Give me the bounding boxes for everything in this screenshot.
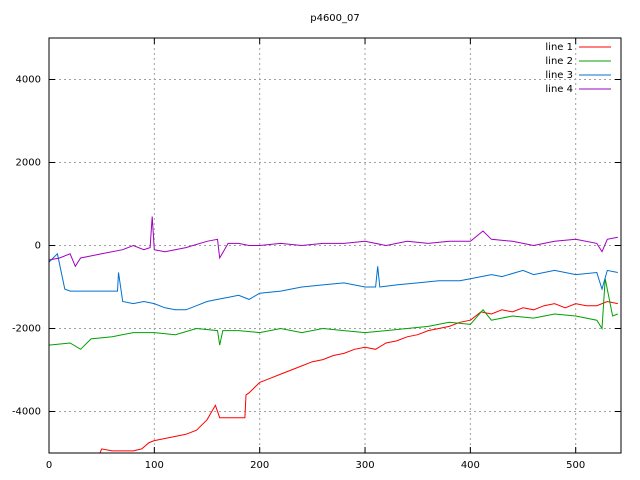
- x-tick-label: 0: [46, 460, 52, 471]
- legend-label: line 1: [545, 42, 573, 53]
- y-tick-label: -2000: [12, 324, 41, 335]
- series-line: [49, 252, 618, 311]
- y-tick-label: 0: [35, 241, 41, 252]
- series-line: [49, 278, 618, 350]
- x-tick-label: 200: [250, 460, 269, 471]
- plot-border: [48, 37, 622, 454]
- legend-label: line 4: [545, 84, 573, 95]
- chart-title: p4600_07: [310, 13, 360, 24]
- x-tick-label: 500: [566, 460, 585, 471]
- legend-label: line 2: [545, 56, 573, 67]
- x-tick-label: 400: [461, 460, 480, 471]
- x-tick-label: 100: [145, 460, 164, 471]
- y-tick-label: -4000: [12, 407, 41, 418]
- legend-label: line 3: [545, 70, 573, 81]
- plot-area: [49, 216, 618, 453]
- x-tick-label: 300: [355, 460, 374, 471]
- series-line: [99, 300, 618, 453]
- y-tick-label: 2000: [16, 158, 41, 169]
- y-tick-label: 4000: [16, 75, 41, 86]
- series-line: [49, 216, 618, 268]
